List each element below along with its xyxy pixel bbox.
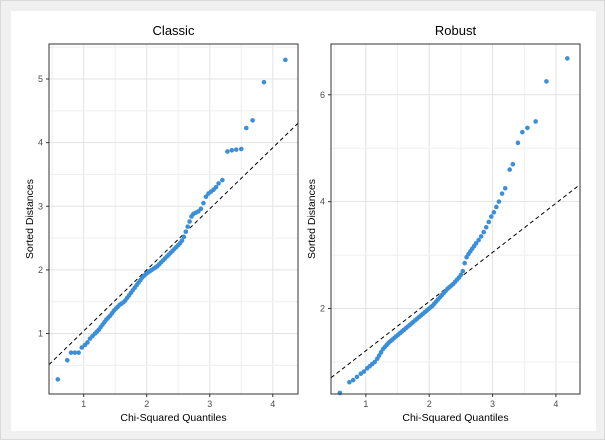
y-tick-label: 4: [38, 138, 43, 148]
data-point: [510, 161, 516, 167]
data-point: [187, 219, 192, 224]
x-tick-label: 3: [207, 399, 212, 409]
chart-title: Classic: [153, 23, 195, 38]
data-point: [85, 340, 90, 345]
panel-classic: 1 2 3 4 1 2 3 4 5 Classic Chi-Squared Quantiles Sor…: [24, 23, 299, 424]
data-point: [72, 350, 78, 355]
y-tick-label: 6: [320, 90, 325, 100]
data-point: [525, 125, 530, 131]
data-point: [250, 118, 255, 123]
x-tick-label: 3: [490, 399, 495, 409]
data-point: [185, 224, 190, 229]
data-point: [181, 234, 187, 240]
data-point: [183, 229, 189, 235]
data-point: [565, 56, 570, 61]
data-point: [458, 272, 464, 278]
data-point: [220, 177, 225, 183]
data-point: [478, 234, 484, 239]
y-tick-label: 4: [320, 197, 325, 207]
data-point: [462, 260, 467, 266]
reference-line: [49, 122, 298, 365]
data-point: [533, 119, 538, 124]
data-point: [55, 377, 61, 382]
x-tick-label: 2: [144, 399, 149, 409]
y-tick-label: 5: [38, 74, 43, 84]
data-point: [496, 199, 502, 204]
data-point: [216, 181, 221, 186]
y-axis-label: Sorted Distances: [24, 179, 36, 259]
data-point: [179, 238, 185, 243]
data-point: [488, 214, 494, 219]
panel-border: [330, 43, 581, 395]
data-point: [350, 377, 356, 383]
data-point: [238, 146, 244, 152]
data-point: [483, 224, 489, 230]
x-axis-label: Chi-Squared Quantiles: [120, 412, 226, 424]
data-point: [203, 194, 209, 200]
data-point: [201, 200, 206, 206]
x-tick-label: 4: [553, 399, 558, 409]
panel-border: [48, 43, 299, 395]
data-point: [213, 184, 219, 190]
data-point: [68, 350, 74, 355]
data-point: [507, 167, 512, 172]
data-point: [347, 379, 352, 385]
chart-title: Robust: [435, 23, 477, 38]
y-tick-label: 3: [38, 201, 43, 211]
data-point: [476, 237, 481, 243]
qq-plot-figure: 1 2 3 4 1 2 3 4 5 Classic Chi-Squared Quantiles Sor…: [24, 23, 581, 424]
y-axis-label: Sorted Distances: [306, 179, 318, 259]
data-point: [481, 229, 486, 235]
data-point: [337, 390, 343, 396]
data-point: [486, 219, 492, 225]
data-point: [229, 147, 235, 153]
y-tick-label: 2: [38, 265, 43, 275]
data-point: [283, 57, 288, 63]
data-point: [198, 206, 204, 212]
data-point: [515, 140, 521, 146]
data-point: [64, 357, 70, 363]
panel-robust: 1 2 3 4 2 4 6 Robust Chi-Squared Quantiles Sorted…: [306, 23, 581, 424]
y-tick-label: 1: [38, 329, 43, 339]
data-point: [544, 79, 549, 84]
x-axis-label: Chi-Squared Quantiles: [402, 412, 508, 424]
data-point: [473, 241, 479, 246]
data-point: [233, 147, 239, 152]
data-point: [499, 191, 505, 196]
data-point: [502, 185, 508, 191]
data-point: [491, 210, 497, 215]
data-point: [261, 79, 267, 85]
data-point: [76, 350, 81, 355]
data-point: [354, 374, 360, 380]
data-point: [79, 345, 85, 350]
x-tick-label: 2: [427, 399, 432, 409]
x-tick-label: 4: [270, 399, 275, 409]
data-point: [494, 204, 499, 210]
x-tick-label: 1: [363, 399, 368, 409]
data-point: [372, 359, 378, 365]
plot-canvas: 1 2 3 4 1 2 3 4 5 Classic Chi-Squared Quantiles Sor…: [11, 11, 596, 431]
x-tick-label: 1: [81, 399, 86, 409]
y-tick-label: 2: [320, 304, 325, 314]
data-point: [225, 149, 230, 154]
data-point: [520, 129, 525, 135]
data-point: [244, 125, 249, 131]
data-point: [460, 268, 466, 274]
data-point: [361, 369, 367, 374]
